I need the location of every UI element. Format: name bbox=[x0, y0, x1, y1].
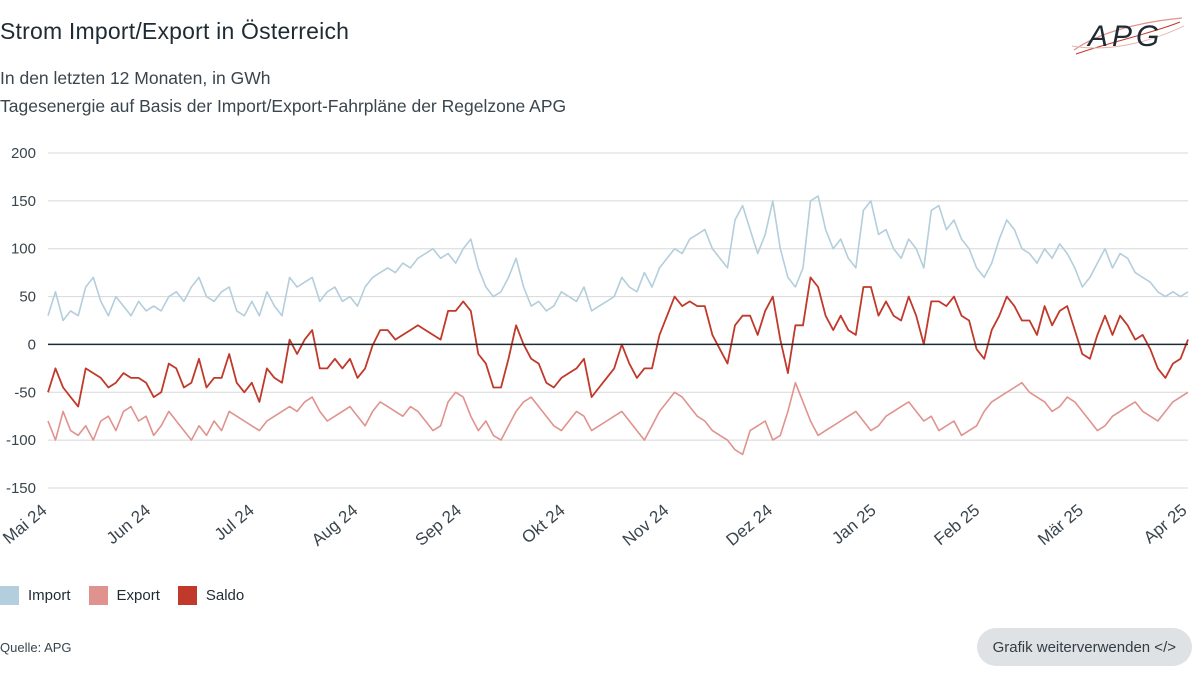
legend-item-export[interactable]: Export bbox=[88, 586, 160, 605]
y-tick-label: 0 bbox=[28, 336, 36, 353]
source-note: Quelle: APG bbox=[0, 640, 72, 655]
x-tick-label: Nov 24 bbox=[619, 501, 672, 550]
legend-label-saldo: Saldo bbox=[205, 587, 245, 604]
y-tick-label: -150 bbox=[6, 480, 36, 497]
x-tick-label: Feb 25 bbox=[931, 501, 984, 550]
legend-item-import[interactable]: Import bbox=[0, 586, 71, 605]
y-tick-label: 200 bbox=[11, 145, 36, 162]
reuse-graphic-button[interactable]: Grafik weiterverwenden </> bbox=[976, 628, 1192, 666]
y-tick-label: 100 bbox=[11, 241, 36, 258]
x-tick-label: Mai 24 bbox=[0, 501, 51, 548]
y-tick-label: -100 bbox=[6, 432, 36, 449]
legend-swatch-export bbox=[88, 586, 108, 605]
legend-item-saldo[interactable]: Saldo bbox=[177, 586, 245, 605]
x-tick-label: Aug 24 bbox=[308, 501, 361, 550]
x-tick-label: Apr 25 bbox=[1140, 501, 1191, 548]
x-tick-label: Jun 24 bbox=[103, 501, 154, 548]
x-tick-label: Dez 24 bbox=[723, 501, 776, 550]
series-line-export bbox=[47, 381, 1189, 456]
series-line-import bbox=[47, 195, 1189, 322]
legend-swatch-import bbox=[0, 586, 19, 605]
y-tick-label: 50 bbox=[19, 289, 36, 306]
legend-label-export: Export bbox=[116, 587, 160, 604]
x-tick-label: Jul 24 bbox=[211, 501, 258, 545]
x-tick-label: Jan 25 bbox=[828, 501, 879, 548]
logo-swoosh-icon bbox=[1071, 17, 1185, 55]
line-chart: 200 150 100 50 0 -50 -100 -150 Mai 24 Jun 24 Jul 2… bbox=[0, 145, 1191, 550]
chart-subtitle-description: Tagesenergie auf Basis der Import/Export… bbox=[0, 96, 567, 116]
x-tick-label: Okt 24 bbox=[518, 501, 569, 548]
chart-legend: Import Export Saldo bbox=[0, 586, 244, 605]
y-tick-label: 150 bbox=[11, 193, 36, 210]
x-tick-label: Sep 24 bbox=[412, 501, 465, 550]
legend-swatch-saldo bbox=[177, 586, 197, 605]
series-line-saldo bbox=[47, 276, 1189, 408]
logo-text: APG bbox=[1088, 20, 1164, 53]
chart-title: Strom Import/Export in Österreich bbox=[0, 18, 350, 44]
apg-logo: APG bbox=[1070, 12, 1186, 60]
chart-subtitle-unit: In den letzten 12 Monaten, in GWh bbox=[0, 68, 271, 88]
legend-label-import: Import bbox=[28, 587, 71, 604]
y-tick-label: -50 bbox=[14, 384, 36, 401]
x-tick-label: Mär 25 bbox=[1034, 501, 1087, 550]
